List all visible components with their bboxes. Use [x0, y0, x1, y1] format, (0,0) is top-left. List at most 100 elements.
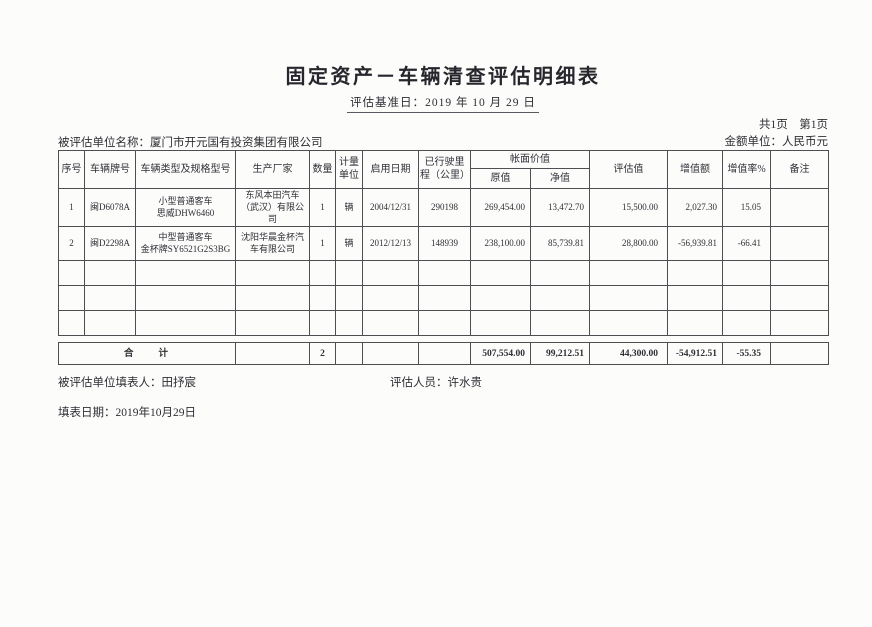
vehicle-table: 序号 车辆牌号 车辆类型及规格型号 生产厂家 数量 计量单位 启用日期 已行驶里…	[58, 150, 829, 337]
empty-cell	[722, 285, 771, 312]
cell-net: 85,739.81	[530, 226, 590, 262]
cell-mileage: 290198	[418, 188, 471, 228]
appraiser-label: 评估人员：	[390, 377, 448, 390]
empty-cell	[309, 310, 336, 337]
empty-cell	[589, 310, 668, 337]
cell-qty: 1	[309, 188, 336, 228]
cell-mileage: 148939	[418, 226, 471, 262]
fill-date-line: 填表日期：2019年10月29日	[58, 404, 828, 420]
empty-cell	[58, 310, 85, 337]
cell-remark	[770, 188, 829, 228]
empty-cell	[770, 310, 829, 337]
col-header-start-date: 启用日期	[362, 150, 419, 190]
col-header-mileage: 已行驶里程（公里）	[418, 150, 471, 190]
cell-rate: 15.05	[722, 188, 771, 228]
cell-manufacturer: 东风本田汽车（武汉）有限公司	[235, 188, 310, 228]
totals-net: 99,212.51	[530, 342, 591, 366]
base-date-line: 评估基准日：2019 年 10 月 29 日	[58, 94, 828, 113]
cell-type-line2: 金杯牌SY6521G2S3BG	[140, 243, 231, 254]
cell-type-line1: 中型普通客车	[158, 232, 213, 243]
totals-appreciation: -54,912.51	[667, 342, 724, 366]
col-header-unit: 计量单位	[335, 150, 363, 190]
cell-original: 238,100.00	[470, 226, 531, 262]
empty-cell	[235, 310, 310, 337]
col-header-book-value: 帐面价值	[470, 150, 590, 170]
cell-seq: 2	[58, 226, 85, 262]
totals-unit-empty	[335, 342, 364, 366]
empty-cell	[58, 285, 85, 312]
table-row-empty	[58, 285, 829, 312]
empty-cell	[309, 285, 336, 312]
empty-cell	[362, 285, 419, 312]
empty-cell	[58, 260, 85, 287]
totals-manufacturer-empty	[235, 342, 311, 366]
cell-type-line2: 思威DHW6460	[156, 207, 215, 218]
fill-date-label: 填表日期：	[58, 407, 116, 420]
empty-cell	[235, 285, 310, 312]
currency-unit: 金额单位：人民币元	[724, 135, 829, 148]
empty-cell	[362, 260, 419, 287]
empty-cell	[530, 310, 590, 337]
empty-cell	[667, 285, 723, 312]
empty-cell	[418, 285, 471, 312]
appraiser-name: 许水贵	[447, 377, 483, 390]
empty-cell	[84, 310, 136, 337]
empty-cell	[770, 285, 829, 312]
form-filler-label: 被评估单位填表人：	[58, 377, 162, 390]
cell-plate: 闽D6078A	[84, 188, 136, 228]
empty-cell	[362, 310, 419, 337]
right-meta: 共1页 第1页 金额单位：人民币元	[725, 117, 829, 150]
col-header-type: 车辆类型及规格型号	[135, 150, 236, 190]
cell-type-line1: 小型普通客车	[158, 196, 213, 207]
header-row-top: 序号 车辆牌号 车辆类型及规格型号 生产厂家 数量 计量单位 启用日期 已行驶里…	[58, 150, 829, 190]
cell-plate: 闽D2298A	[84, 226, 136, 262]
cell-type: 中型普通客车 金杯牌SY6521G2S3BG	[135, 226, 236, 262]
form-filler-line: 被评估单位填表人：田抒宸	[58, 374, 390, 390]
cell-net: 13,472.70	[530, 188, 590, 228]
table-row-empty	[58, 310, 829, 337]
col-header-manufacturer: 生产厂家	[235, 150, 310, 190]
col-header-plate: 车辆牌号	[84, 150, 136, 190]
page-count: 共1页 第1页	[759, 119, 828, 131]
table-row-1: 1 闽D6078A 小型普通客车 思威DHW6460 东风本田汽车（武汉）有限公…	[58, 188, 829, 228]
empty-cell	[135, 310, 236, 337]
empty-cell	[235, 260, 310, 287]
empty-cell	[135, 260, 236, 287]
table-row-empty	[58, 260, 829, 287]
cell-assessed: 15,500.00	[589, 188, 668, 228]
totals-row: 合 计 2 507,554.00 99,212.51 44,300.00 -54…	[57, 342, 830, 366]
base-date-value: 2019 年 10 月 29 日	[425, 97, 536, 109]
base-date-underlined: 评估基准日：2019 年 10 月 29 日	[347, 94, 539, 113]
cell-original: 269,454.00	[470, 188, 531, 228]
empty-cell	[667, 310, 723, 337]
col-header-appreciation: 增值额	[667, 150, 723, 190]
empty-cell	[722, 310, 771, 337]
assessed-unit-label: 被评估单位名称：	[58, 137, 150, 150]
assessed-unit-line: 被评估单位名称：厦门市开元国有投资集团有限公司	[58, 134, 323, 150]
empty-cell	[335, 285, 363, 312]
totals-mileage-empty	[418, 342, 472, 366]
totals-rate: -55.35	[722, 342, 772, 366]
cell-unit: 辆	[335, 226, 363, 262]
col-header-rate: 增值率%	[722, 150, 771, 190]
col-header-remark: 备注	[770, 150, 829, 190]
cell-assessed: 28,800.00	[589, 226, 668, 262]
empty-cell	[418, 260, 471, 287]
empty-cell	[84, 260, 136, 287]
col-header-seq: 序号	[58, 150, 85, 190]
appraiser-line: 评估人员：许水贵	[390, 374, 482, 390]
page-title: 固定资产－车辆清查评估明细表	[285, 66, 601, 88]
empty-cell	[418, 310, 471, 337]
table-row-2: 2 闽D2298A 中型普通客车 金杯牌SY6521G2S3BG 沈阳华晨金杯汽…	[58, 226, 829, 262]
cell-appreciation: -56,939.81	[667, 226, 723, 262]
totals-original: 507,554.00	[470, 342, 532, 366]
form-filler-name: 田抒宸	[161, 377, 197, 390]
totals-assessed: 44,300.00	[589, 342, 669, 366]
cell-appreciation: 2,027.30	[667, 188, 723, 228]
totals-table: 合 计 2 507,554.00 99,212.51 44,300.00 -54…	[57, 342, 830, 366]
empty-cell	[589, 285, 668, 312]
empty-cell	[722, 260, 771, 287]
empty-cell	[309, 260, 336, 287]
totals-qty: 2	[309, 342, 337, 366]
